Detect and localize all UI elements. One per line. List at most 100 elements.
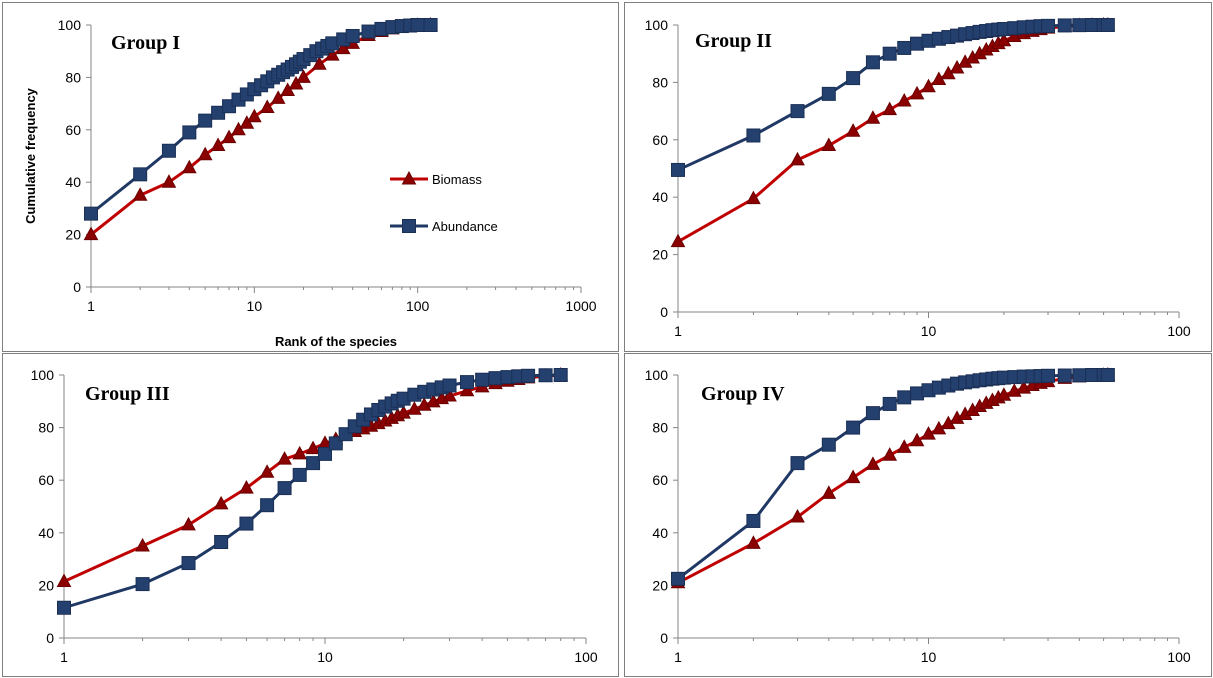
data-point xyxy=(671,162,685,177)
legend: Biomass Abundance xyxy=(390,170,498,234)
data-point xyxy=(83,226,99,241)
data-point xyxy=(135,537,150,552)
data-point xyxy=(259,99,275,114)
x-tick-label: 1000 xyxy=(565,298,596,314)
series-line xyxy=(90,23,431,236)
legend-marker xyxy=(402,219,416,233)
data-point xyxy=(1057,368,1072,383)
data-point xyxy=(996,32,1012,47)
y-tick-label: 60 xyxy=(652,132,668,148)
chart-panel-group-i: 0 20 40 60 80 100 1 10 100 1000 Group I Rank of the… xyxy=(2,2,619,352)
data-point xyxy=(306,456,321,471)
chart-title: Group IV xyxy=(701,383,785,405)
data-point xyxy=(231,121,246,136)
y-tick-label: 60 xyxy=(652,472,668,488)
chart-svg: 0 20 40 60 80 100 1 10 100 1000 Group I Rank of the… xyxy=(23,16,597,349)
y-tick-label: 20 xyxy=(38,577,54,593)
data-point xyxy=(746,535,761,549)
x-tick-label: 10 xyxy=(247,298,263,314)
data-point xyxy=(538,368,553,383)
data-point xyxy=(488,371,503,386)
series-abundance xyxy=(671,368,1115,586)
data-point xyxy=(821,137,837,152)
data-point xyxy=(407,401,422,415)
data-point xyxy=(865,456,881,470)
data-point xyxy=(292,445,308,460)
data-point xyxy=(161,143,176,158)
data-point xyxy=(896,439,912,453)
data-point xyxy=(865,110,881,124)
x-tick-label: 1 xyxy=(674,649,682,665)
x-tick-label: 1 xyxy=(87,298,95,314)
data-point xyxy=(821,86,836,101)
data-point xyxy=(311,56,327,70)
data-point xyxy=(259,464,275,478)
data-point xyxy=(198,113,213,128)
data-point xyxy=(1041,368,1056,383)
y-tick-label: 20 xyxy=(65,227,81,243)
x-tick-label: 100 xyxy=(1167,323,1191,339)
data-point xyxy=(305,440,321,455)
data-point xyxy=(214,535,229,550)
data-point xyxy=(260,498,275,513)
chart-title: Group III xyxy=(85,383,170,405)
chart-svg: 0 20 40 60 80 100 1 10 100 Group II xyxy=(645,16,1191,339)
data-point xyxy=(239,480,254,494)
y-tick-label: 80 xyxy=(65,69,81,85)
data-point xyxy=(239,115,255,129)
data-point xyxy=(460,375,475,390)
data-point xyxy=(56,573,72,587)
data-point xyxy=(921,78,936,93)
data-point xyxy=(246,108,262,123)
x-tick-label: 1 xyxy=(674,323,682,339)
y-tick-label: 80 xyxy=(652,420,668,436)
data-point xyxy=(133,167,148,182)
data-point xyxy=(161,174,177,188)
y-tick-label: 0 xyxy=(46,630,54,646)
y-tick-label: 0 xyxy=(660,630,668,646)
data-point xyxy=(442,387,457,402)
data-point xyxy=(790,151,805,166)
data-point xyxy=(865,55,880,70)
data-point xyxy=(288,75,304,90)
data-point xyxy=(746,513,761,528)
data-point xyxy=(996,387,1012,401)
data-point xyxy=(1072,368,1087,383)
data-point xyxy=(897,390,912,405)
data-point xyxy=(921,426,936,440)
data-point xyxy=(790,456,805,471)
data-point xyxy=(882,396,897,411)
y-axis-label: Cumulative frequency xyxy=(23,87,38,224)
data-point xyxy=(84,206,98,221)
data-point xyxy=(475,372,490,387)
data-point xyxy=(442,378,457,393)
series-abundance xyxy=(671,18,1115,177)
data-point xyxy=(132,187,148,201)
data-point xyxy=(821,437,836,452)
data-point xyxy=(361,24,376,39)
data-point xyxy=(296,69,311,83)
chart-svg: 0 20 40 60 80 100 1 10 100 Group IV xyxy=(645,366,1191,665)
data-point xyxy=(553,368,568,382)
y-tick-label: 20 xyxy=(652,247,668,263)
y-tick-label: 80 xyxy=(38,420,54,436)
data-point xyxy=(1072,18,1087,33)
x-tick-label: 10 xyxy=(921,649,937,665)
series-abundance xyxy=(57,368,568,615)
y-tick-label: 40 xyxy=(38,525,54,541)
data-point xyxy=(210,137,226,152)
x-tick-label: 100 xyxy=(406,298,430,314)
chart-panel-group-ii: 0 20 40 60 80 100 1 10 100 Group II xyxy=(624,2,1212,352)
y-tick-label: 100 xyxy=(645,367,669,383)
data-point xyxy=(459,382,475,397)
data-point xyxy=(345,29,360,44)
y-tick-label: 100 xyxy=(31,367,55,383)
series-line xyxy=(63,373,561,610)
data-point xyxy=(181,516,196,531)
data-point xyxy=(277,481,292,496)
data-point xyxy=(410,18,425,32)
data-point xyxy=(897,40,912,55)
data-point xyxy=(670,233,686,248)
data-point xyxy=(197,146,213,161)
y-tick-label: 40 xyxy=(652,525,668,541)
